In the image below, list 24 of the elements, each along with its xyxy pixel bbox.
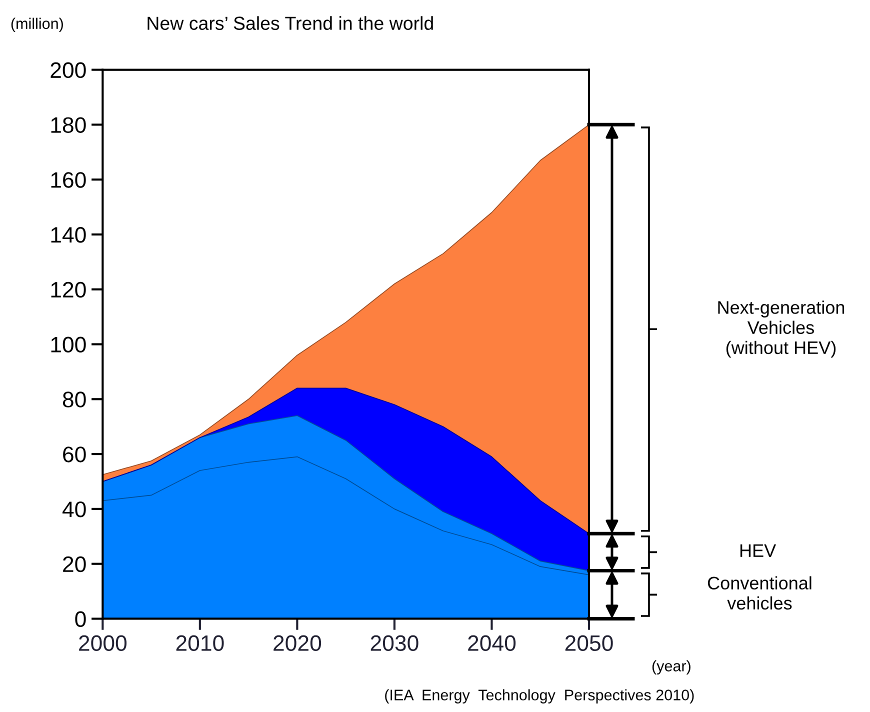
text: Next-generation Vehicles (without HEV) — [718, 300, 844, 358]
x-tick-label: 2020 — [274, 635, 322, 652]
y-tick-label: 180 — [51, 117, 86, 133]
y-tick-label: 60 — [63, 446, 86, 462]
y-tick-label: 20 — [63, 556, 86, 572]
text: (IEA Energy Technology Perspectives 2010) — [385, 689, 694, 704]
x-axis-title: (year) — [652, 660, 690, 674]
x-tick-label: 2030 — [370, 635, 418, 652]
y-tick-label: 120 — [51, 282, 86, 298]
y-tick-label: 40 — [62, 501, 86, 518]
text: HEV — [740, 544, 776, 557]
y-tick-label: 200 — [50, 62, 86, 78]
x-tick-label: 2000 — [79, 635, 127, 652]
y-tick-label: 140 — [51, 226, 86, 243]
y-tick-label: 80 — [62, 392, 86, 408]
x-tick-label: 2050 — [565, 635, 613, 652]
chart-title: New cars’ Sales Trend in the world — [148, 16, 433, 30]
y-tick-label: 160 — [51, 172, 86, 188]
y-axis-title: (million) — [11, 18, 63, 32]
x-tick-label: 2040 — [468, 635, 516, 652]
y-tick-label: 100 — [51, 336, 86, 353]
y-tick-label: 0 — [75, 611, 86, 627]
x-tick-label: 2010 — [176, 635, 224, 652]
text: Conventional vehicles — [708, 576, 812, 610]
